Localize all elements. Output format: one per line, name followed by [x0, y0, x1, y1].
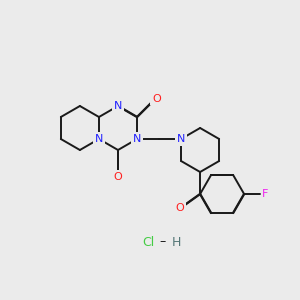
Text: O: O [152, 94, 161, 103]
Text: O: O [175, 203, 184, 213]
Text: F: F [262, 189, 269, 199]
Text: N: N [177, 134, 185, 144]
Text: N: N [114, 101, 122, 111]
Text: Cl: Cl [142, 236, 154, 248]
Text: –: – [160, 236, 166, 248]
Text: N: N [133, 134, 141, 144]
Text: N: N [95, 134, 103, 144]
Text: O: O [114, 172, 122, 182]
Text: H: H [171, 236, 181, 248]
